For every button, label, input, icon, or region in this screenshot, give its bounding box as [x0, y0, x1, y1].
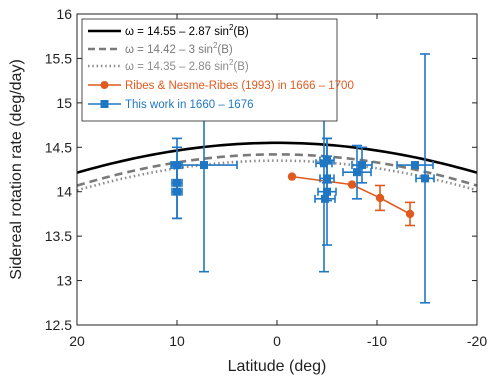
- legend-entry-thiswork: This work in 1660 – 1676: [125, 99, 254, 111]
- thiswork-data-point: [320, 159, 328, 168]
- y-tick-label: 14.5: [45, 139, 72, 155]
- legend-superscript: 2: [213, 41, 218, 50]
- thiswork-data-point: [358, 161, 366, 170]
- y-axis-title: Sidereal rotation rate (deg/day): [8, 59, 25, 280]
- legend-text: ω = 14.55 – 2.87 sin: [125, 26, 229, 38]
- legend: ω = 14.55 – 2.87 sin2(B) ω = 14.42 – 3 s…: [81, 18, 354, 122]
- legend-suffix: (B): [233, 26, 249, 38]
- thiswork-data-point: [353, 168, 361, 177]
- y-tick-label: 16: [56, 6, 72, 22]
- thiswork-data-point: [321, 194, 329, 203]
- legend-box: [81, 18, 338, 122]
- x-axis-title: Latitude (deg): [228, 358, 327, 375]
- thiswork-data-point: [200, 161, 208, 170]
- legend-entry-law-3: ω = 14.35 – 2.86 sin2(B): [125, 58, 249, 73]
- legend-superscript: 2: [229, 58, 234, 67]
- thiswork-data-point: [421, 174, 429, 183]
- legend-text: ω = 14.42 – 3 sin: [125, 44, 213, 56]
- legend-suffix: (B): [233, 61, 249, 73]
- x-tick-label: -10: [367, 333, 387, 349]
- ribes-data-point: [375, 193, 385, 203]
- y-tick-label: 13: [56, 273, 72, 289]
- law-curves: [77, 141, 477, 192]
- ribes-data-point: [347, 180, 357, 189]
- x-tick-label: 0: [273, 333, 281, 349]
- x-tick-label: -20: [467, 333, 487, 349]
- law-curve-3: [77, 159, 477, 192]
- ribes-connecting-line: [291, 175, 411, 215]
- y-tick-label: 15.5: [45, 50, 72, 66]
- legend-swatch-thiswork-marker: [100, 100, 109, 108]
- y-tick-label: 14: [56, 184, 72, 200]
- ribes-data-point: [287, 172, 297, 181]
- thiswork-data-point: [411, 161, 419, 170]
- legend-entry-law-1: ω = 14.55 – 2.87 sin2(B): [125, 23, 249, 38]
- axis-ticks: 20 10 0 -10 -20 12.5 13 13.5 14 14.5 15 15.5 16: [45, 6, 488, 349]
- legend-text: ω = 14.35 – 2.86 sin: [125, 61, 229, 73]
- x-tick-label: 20: [69, 333, 85, 349]
- legend-entry-ribes: Ribes & Nesme-Ribes (1993) in 1666 – 170…: [125, 80, 354, 92]
- law-curve-1: [77, 141, 477, 174]
- y-tick-label: 13.5: [45, 228, 72, 244]
- ribes-data-point: [405, 209, 415, 219]
- y-tick-label: 15: [56, 95, 72, 111]
- legend-suffix: (B): [217, 44, 233, 56]
- legend-entry-law-2: ω = 14.42 – 3 sin2(B): [125, 41, 233, 56]
- x-tick-label: 10: [169, 333, 185, 349]
- y-tick-label: 12.5: [45, 317, 72, 333]
- thiswork-data-point: [173, 187, 181, 196]
- law-curve-2: [77, 153, 477, 187]
- thiswork-data-point: [323, 187, 331, 196]
- legend-superscript: 2: [229, 23, 234, 32]
- legend-swatch-ribes-marker: [100, 81, 109, 89]
